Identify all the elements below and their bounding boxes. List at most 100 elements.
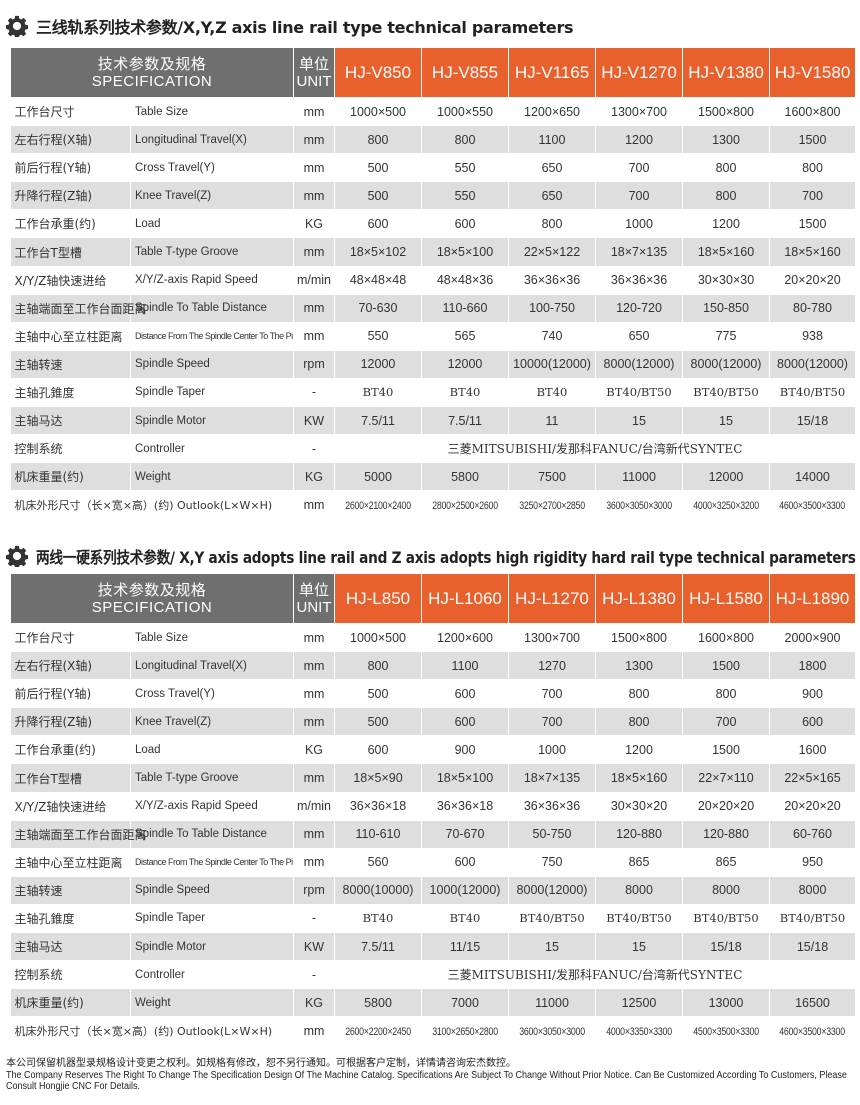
row-label-cn: 工作台承重(约) (10, 735, 131, 765)
table-row: 工作台T型槽 Table T-type Groove mm 18×5×90 18×5×1… (10, 763, 856, 793)
unit-cell: KG (293, 462, 335, 492)
value-cell: 13000 (682, 988, 770, 1018)
spec-header-cn: 技术参数及规格 (97, 55, 207, 73)
merged-value-cell: 三菱MITSUBISHI/发那科FANUC/台湾新代SYNTEC (334, 960, 856, 990)
value-cell: 18×5×160 (769, 237, 856, 267)
table-row: 主轴马达 Spindle Motor KW 7.5/11 11/15 15 15 15/18 1… (10, 932, 856, 962)
value-cell: 14000 (769, 462, 856, 492)
row-label-en: Distance From The Spindle Center To The … (130, 847, 294, 877)
row-label-cn: 主轴端面至工作台面距离 (10, 293, 147, 323)
row-label-en: Spindle Taper (130, 903, 294, 934)
value-cell: 18×7×135 (508, 763, 596, 793)
row-label-en: Knee Travel(Z) (130, 707, 294, 737)
value-cell: 1500×800 (595, 622, 683, 653)
value-cell: 3100×2650×2800 (421, 1016, 509, 1046)
unit-cell: mm (293, 96, 335, 127)
value-cell: 22×7×110 (682, 763, 770, 793)
value-text: 3250×2700×2850 (519, 499, 585, 512)
value-cell: 4600×3500×3300 (769, 490, 856, 520)
value-cell: 11000 (595, 462, 683, 492)
value-cell: 1000 (508, 735, 596, 765)
value-cell: BT40/BT50 (682, 377, 770, 408)
row-label-en: Spindle Speed (130, 349, 294, 379)
unit-header-cn: 单位 (298, 581, 329, 599)
value-text: 4000×3350×3300 (606, 1025, 672, 1038)
value-cell: 3600×3050×3000 (595, 490, 683, 520)
spec-header: 技术参数及规格 SPECIFICATION (10, 573, 294, 624)
row-label-en: Spindle Motor (130, 406, 294, 436)
value-cell: 3600×3050×3000 (508, 1016, 596, 1046)
value-cell: 1200 (682, 209, 770, 239)
value-cell: 950 (769, 847, 856, 877)
merged-value-cell: 三菱MITSUBISHI/发那科FANUC/台湾新代SYNTEC (334, 434, 856, 464)
row-label-cn: 左右行程(X轴) (10, 125, 131, 155)
value-cell: BT40/BT50 (595, 377, 683, 408)
value-cell: 700 (508, 707, 596, 737)
value-cell: 1000×500 (334, 96, 422, 127)
value-cell: 1800 (769, 651, 856, 681)
value-text: 3600×3050×3000 (519, 1025, 585, 1038)
spec-table-two-rail-one-hard: 技术参数及规格 SPECIFICATION 单位 UNIT HJ-L850 HJ-L106… (10, 573, 856, 1046)
value-cell: 800 (682, 181, 770, 211)
model-header: HJ-V1165 (508, 47, 596, 98)
row-label-cn: 控制系统 (10, 960, 131, 990)
value-cell: 15 (595, 406, 683, 436)
value-cell: 11 (508, 406, 596, 436)
row-label-cn: 工作台尺寸 (10, 622, 131, 653)
value-cell: 80-780 (769, 293, 856, 323)
row-label-cn: 主轴中心至立柱距离 (10, 321, 131, 351)
value-cell: 1500 (769, 125, 856, 155)
footer-disclaimer: 本公司保留机器型录规格设计变更之权利。如规格有修改，恕不另行通知。可根据客户定制… (6, 1058, 856, 1093)
value-cell: 20×20×20 (769, 791, 856, 821)
row-label-en: Spindle Taper (130, 377, 294, 408)
value-cell: 1300×700 (595, 96, 683, 127)
value-cell: 565 (421, 321, 509, 351)
table-row: 升降行程(Z轴) Knee Travel(Z) mm 500 600 700 800 700 6… (10, 707, 856, 737)
model-header: HJ-L1270 (508, 573, 596, 624)
unit-cell: mm (293, 763, 335, 793)
value-cell: 800 (682, 153, 770, 183)
value-cell: 700 (508, 679, 596, 709)
value-cell: 5000 (334, 462, 422, 492)
model-header: HJ-L1580 (682, 573, 770, 624)
section-title-three-rail: 三线轨系列技术参数/X,Y,Z axis line rail type tech… (6, 13, 574, 39)
value-text: 2600×2200×2450 (345, 1025, 411, 1038)
row-label-cn: 前后行程(Y轴) (10, 679, 131, 709)
row-label-en: Weight (130, 988, 294, 1018)
value-cell: 1600×800 (769, 96, 856, 127)
value-cell: 15/18 (682, 932, 770, 962)
value-cell: 800 (769, 153, 856, 183)
table-row: 控制系统 Controller - 三菱MITSUBISHI/发那科FANUC/台湾新… (10, 960, 856, 990)
section-title-text: 三线轨系列技术参数/X,Y,Z axis line rail type tech… (36, 18, 574, 37)
value-cell: BT40 (421, 903, 509, 934)
value-cell: 36×36×18 (334, 791, 422, 821)
value-cell: 30×30×30 (682, 265, 770, 295)
value-text: 2800×2500×2600 (432, 499, 498, 512)
value-cell: 600 (421, 847, 509, 877)
value-cell: 7.5/11 (334, 406, 422, 436)
table-row: 机床重量(约) Weight KG 5800 7000 11000 12500 13000 16… (10, 988, 856, 1018)
value-cell: 700 (595, 181, 683, 211)
unit-cell: m/min (293, 265, 335, 295)
row-label-en: Load (130, 209, 294, 239)
value-cell: 1200×650 (508, 96, 596, 127)
value-cell: 100-750 (508, 293, 596, 323)
table-row: 工作台承重(约) Load KG 600 900 1000 1200 1500 1600 (10, 735, 856, 765)
table-row: X/Y/Z轴快速进给 X/Y/Z-axis Rapid Speed m/min 48×… (10, 265, 856, 295)
value-cell: 550 (334, 321, 422, 351)
value-cell: 12000 (334, 349, 422, 379)
row-label-en: Load (130, 735, 294, 765)
unit-cell: mm (293, 125, 335, 155)
unit-cell: KW (293, 932, 335, 962)
value-cell: 650 (595, 321, 683, 351)
value-cell: 30×30×20 (595, 791, 683, 821)
value-cell: 550 (421, 181, 509, 211)
row-label-en: Table Size (130, 96, 294, 127)
unit-cell: mm (293, 237, 335, 267)
spec-header: 技术参数及规格 SPECIFICATION (10, 47, 294, 98)
table-row: 主轴中心至立柱距离 Distance From The Spindle Cente… (10, 847, 856, 877)
value-cell: 775 (682, 321, 770, 351)
row-label-cn: 控制系统 (10, 434, 131, 464)
value-cell: 800 (421, 125, 509, 155)
model-header: HJ-V850 (334, 47, 422, 98)
